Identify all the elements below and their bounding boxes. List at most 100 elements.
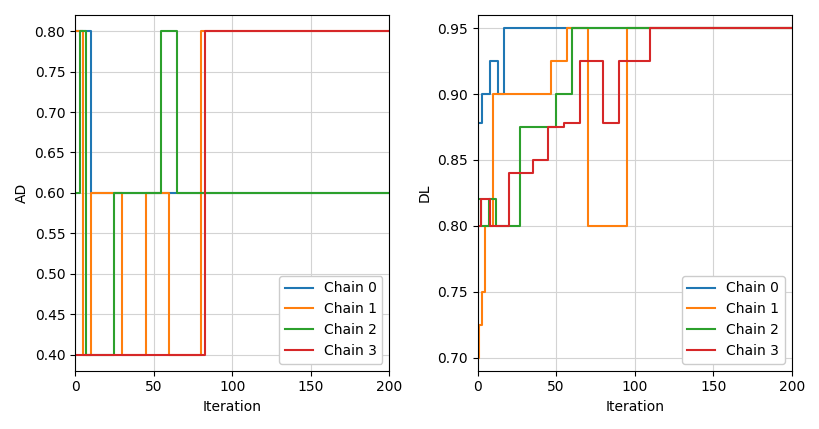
Chain 3 xyxy=(485,223,495,228)
Chain 0 xyxy=(78,29,88,34)
Chain 3 xyxy=(475,197,485,202)
Y-axis label: DL: DL xyxy=(417,184,431,202)
Chain 2 xyxy=(384,190,394,196)
Chain 2 xyxy=(172,29,182,34)
Chain 2 xyxy=(566,91,576,97)
Chain 0 xyxy=(86,190,96,196)
Chain 2 xyxy=(550,124,560,130)
X-axis label: Iteration: Iteration xyxy=(202,400,261,414)
Chain 0 xyxy=(485,91,495,97)
Chain 1 xyxy=(196,352,206,357)
Chain 1 xyxy=(545,91,555,97)
Chain 1 xyxy=(621,26,631,31)
Chain 3 xyxy=(384,29,394,34)
Chain 2 xyxy=(75,190,84,196)
Chain 1 xyxy=(165,352,174,357)
Chain 0 xyxy=(86,29,96,34)
Chain 0 xyxy=(492,91,502,97)
Chain 1 xyxy=(86,352,96,357)
Chain 2 xyxy=(491,223,500,228)
Chain 3 xyxy=(613,58,623,63)
Chain 1 xyxy=(786,26,796,31)
Chain 3 xyxy=(598,58,608,63)
Chain 1 xyxy=(472,355,482,360)
Chain 1 xyxy=(196,29,206,34)
Chain 1 xyxy=(562,26,572,31)
Chain 1 xyxy=(582,26,592,31)
Y-axis label: AD: AD xyxy=(15,183,29,203)
Chain 0 xyxy=(485,58,495,63)
Chain 2 xyxy=(550,91,560,97)
Line: Chain 1: Chain 1 xyxy=(477,28,791,357)
Chain 1 xyxy=(117,190,127,196)
Line: Chain 3: Chain 3 xyxy=(75,31,389,354)
Chain 2 xyxy=(156,190,166,196)
Chain 2 xyxy=(514,223,524,228)
X-axis label: Iteration: Iteration xyxy=(604,400,663,414)
Chain 1 xyxy=(562,58,572,63)
Chain 3 xyxy=(201,352,210,357)
Chain 2 xyxy=(81,29,91,34)
Legend: Chain 0, Chain 1, Chain 2, Chain 3: Chain 0, Chain 1, Chain 2, Chain 3 xyxy=(279,276,382,364)
Chain 2 xyxy=(475,197,485,202)
Chain 3 xyxy=(527,170,536,175)
Chain 0 xyxy=(477,91,486,97)
Chain 3 xyxy=(613,121,623,126)
Chain 3 xyxy=(574,58,584,63)
Chain 0 xyxy=(384,190,394,196)
Chain 1 xyxy=(78,29,88,34)
Line: Chain 0: Chain 0 xyxy=(477,28,791,123)
Chain 1 xyxy=(480,223,490,228)
Chain 0 xyxy=(499,26,509,31)
Chain 3 xyxy=(504,223,514,228)
Chain 0 xyxy=(550,26,560,31)
Chain 2 xyxy=(156,29,166,34)
Chain 1 xyxy=(141,190,151,196)
Legend: Chain 0, Chain 1, Chain 2, Chain 3: Chain 0, Chain 1, Chain 2, Chain 3 xyxy=(681,276,784,364)
Chain 1 xyxy=(477,289,486,294)
Chain 1 xyxy=(117,352,127,357)
Line: Chain 3: Chain 3 xyxy=(477,28,791,226)
Chain 1 xyxy=(165,190,174,196)
Chain 0 xyxy=(477,121,486,126)
Chain 1 xyxy=(477,322,486,327)
Chain 1 xyxy=(78,352,88,357)
Chain 2 xyxy=(472,197,482,202)
Chain 3 xyxy=(504,170,514,175)
Chain 2 xyxy=(172,190,182,196)
Chain 3 xyxy=(485,197,495,202)
Chain 3 xyxy=(786,26,796,31)
Line: Chain 0: Chain 0 xyxy=(75,31,389,193)
Chain 3 xyxy=(559,121,568,126)
Chain 2 xyxy=(70,190,79,196)
Line: Chain 1: Chain 1 xyxy=(75,31,389,354)
Chain 2 xyxy=(483,197,493,202)
Chain 2 xyxy=(81,352,91,357)
Chain 1 xyxy=(621,223,631,228)
Chain 1 xyxy=(480,289,490,294)
Chain 1 xyxy=(545,58,555,63)
Chain 0 xyxy=(472,121,482,126)
Chain 0 xyxy=(499,91,509,97)
Chain 2 xyxy=(109,190,119,196)
Chain 1 xyxy=(86,190,96,196)
Chain 0 xyxy=(70,29,79,34)
Chain 1 xyxy=(141,352,151,357)
Chain 3 xyxy=(645,26,654,31)
Chain 2 xyxy=(109,352,119,357)
Chain 1 xyxy=(473,322,483,327)
Chain 3 xyxy=(543,157,553,163)
Chain 3 xyxy=(598,121,608,126)
Chain 1 xyxy=(384,29,394,34)
Chain 1 xyxy=(582,223,592,228)
Chain 3 xyxy=(527,157,536,163)
Chain 2 xyxy=(475,223,485,228)
Chain 3 xyxy=(201,29,210,34)
Chain 2 xyxy=(483,223,493,228)
Chain 3 xyxy=(574,121,584,126)
Chain 0 xyxy=(78,29,88,34)
Chain 0 xyxy=(492,58,502,63)
Chain 1 xyxy=(488,223,498,228)
Chain 3 xyxy=(70,352,79,357)
Chain 3 xyxy=(475,223,485,228)
